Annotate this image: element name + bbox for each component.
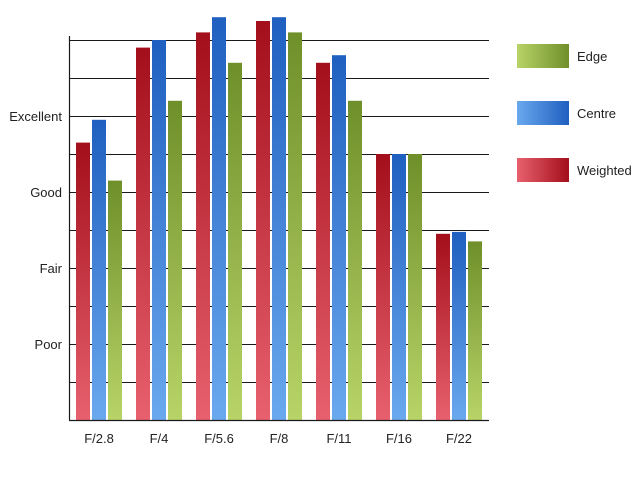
bar-centre-f-22 bbox=[452, 231, 466, 420]
legend-swatch-weighted bbox=[517, 158, 569, 182]
x-tick-label-f-2-8: F/2.8 bbox=[84, 431, 114, 446]
bar-weighted-f-22 bbox=[436, 233, 450, 420]
bar-centre-f-4 bbox=[152, 40, 166, 420]
bar-edge-f-2-8 bbox=[108, 180, 122, 420]
x-tick-label-f-22: F/22 bbox=[446, 431, 472, 446]
legend-swatch-centre bbox=[517, 101, 569, 125]
bar-centre-f-8 bbox=[272, 17, 286, 420]
bar-edge-f-5-6 bbox=[228, 62, 242, 421]
bar-centre-f-11 bbox=[332, 55, 346, 420]
bar-weighted-f-8 bbox=[256, 21, 270, 420]
bar-weighted-f-11 bbox=[316, 62, 330, 421]
bar-edge-f-8 bbox=[288, 32, 302, 421]
legend-swatch-edge bbox=[517, 44, 569, 68]
x-tick-label-f-16: F/16 bbox=[386, 431, 412, 446]
bar-centre-f-2-8 bbox=[92, 119, 106, 421]
bar-weighted-f-4 bbox=[136, 47, 150, 420]
y-tick-label-good: Good bbox=[30, 185, 62, 200]
x-tick-label-f-8: F/8 bbox=[270, 431, 289, 446]
bar-edge-f-4 bbox=[168, 100, 182, 421]
bar-centre-f-16 bbox=[392, 154, 406, 420]
x-tick-label-f-11: F/11 bbox=[326, 431, 351, 446]
legend: Edge Centre Weighted bbox=[517, 44, 632, 182]
bar-centre-f-5-6 bbox=[212, 17, 226, 420]
y-axis-labels: Poor Fair Good Excellent bbox=[9, 109, 62, 352]
bar-weighted-f-5-6 bbox=[196, 32, 210, 421]
bar-weighted-f-16 bbox=[376, 154, 390, 420]
legend-label-weighted: Weighted bbox=[577, 163, 632, 178]
legend-label-centre: Centre bbox=[577, 106, 616, 121]
x-tick-label-f-5-6: F/5.6 bbox=[204, 431, 234, 446]
bars bbox=[76, 17, 482, 421]
bar-edge-f-16 bbox=[408, 154, 422, 420]
y-tick-label-poor: Poor bbox=[35, 337, 63, 352]
x-tick-label-f-4: F/4 bbox=[150, 431, 169, 446]
x-axis-labels: F/2.8 F/4 F/5.6 F/8 F/11 F/16 F/22 bbox=[84, 431, 472, 446]
y-tick-label-excellent: Excellent bbox=[9, 109, 62, 124]
y-tick-label-fair: Fair bbox=[40, 261, 63, 276]
bar-edge-f-22 bbox=[468, 241, 482, 420]
legend-label-edge: Edge bbox=[577, 49, 607, 64]
bar-weighted-f-2-8 bbox=[76, 142, 90, 420]
axes bbox=[68, 36, 489, 422]
bar-edge-f-11 bbox=[348, 100, 362, 421]
